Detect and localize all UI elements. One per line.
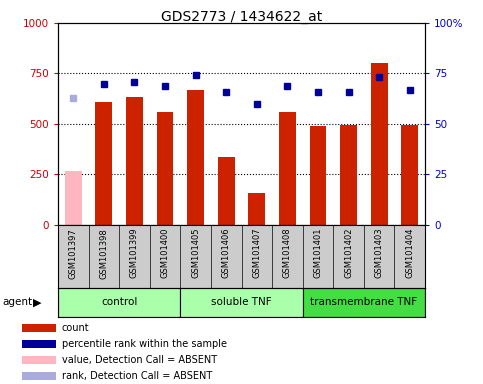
Bar (303, 288, 425, 317)
Text: GSM101405: GSM101405 (191, 228, 200, 278)
Text: GSM101397: GSM101397 (69, 228, 78, 278)
Bar (401, 125, 418, 225)
Bar (65, 171, 82, 225)
Bar (22, 356, 56, 364)
Bar (22, 324, 56, 332)
Bar (126, 97, 143, 225)
Bar (180, 288, 303, 317)
Text: control: control (101, 297, 137, 308)
Bar (22, 340, 56, 348)
Text: rank, Detection Call = ABSENT: rank, Detection Call = ABSENT (62, 371, 212, 381)
Bar (156, 112, 173, 225)
Bar (187, 89, 204, 225)
Bar (58, 288, 180, 317)
Bar (310, 126, 327, 225)
Bar (371, 63, 387, 225)
Text: GSM101403: GSM101403 (375, 228, 384, 278)
Text: GSM101406: GSM101406 (222, 228, 231, 278)
Text: GDS2773 / 1434622_at: GDS2773 / 1434622_at (161, 10, 322, 23)
Bar (22, 372, 56, 379)
Text: count: count (62, 323, 89, 333)
Text: GSM101402: GSM101402 (344, 228, 353, 278)
Bar (96, 102, 112, 225)
Bar (248, 194, 265, 225)
Text: GSM101400: GSM101400 (160, 228, 170, 278)
Text: value, Detection Call = ABSENT: value, Detection Call = ABSENT (62, 355, 217, 365)
Bar (218, 157, 235, 225)
Text: GSM101399: GSM101399 (130, 228, 139, 278)
Text: GSM101407: GSM101407 (252, 228, 261, 278)
Text: GSM101408: GSM101408 (283, 228, 292, 278)
Bar (279, 112, 296, 225)
Bar (340, 125, 357, 225)
Text: GSM101404: GSM101404 (405, 228, 414, 278)
Text: GSM101401: GSM101401 (313, 228, 323, 278)
Text: percentile rank within the sample: percentile rank within the sample (62, 339, 227, 349)
Text: soluble TNF: soluble TNF (211, 297, 272, 308)
Text: GSM101398: GSM101398 (99, 228, 108, 278)
Text: agent: agent (2, 297, 32, 308)
Text: ▶: ▶ (33, 297, 42, 308)
Text: transmembrane TNF: transmembrane TNF (310, 297, 417, 308)
